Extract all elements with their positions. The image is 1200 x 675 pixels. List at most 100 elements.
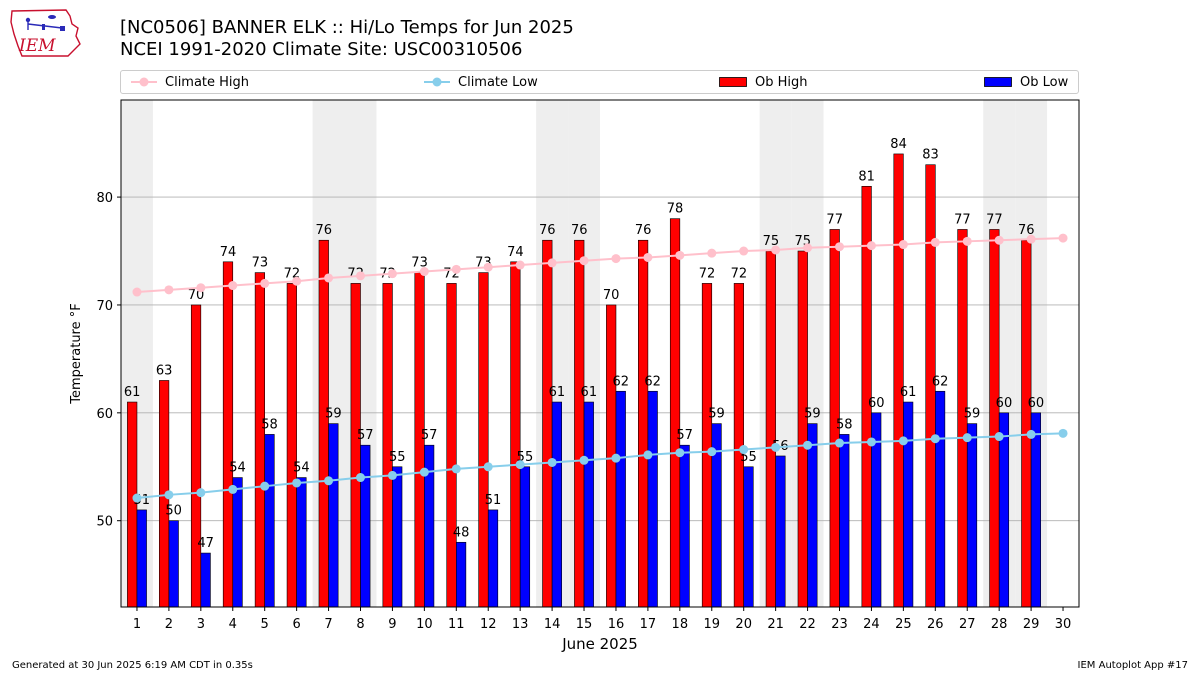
bar-ob-low: [551, 401, 562, 608]
label-ob-low: 57: [676, 428, 693, 443]
x-tick-label: 30: [1055, 617, 1072, 632]
climate-low-point: [771, 442, 781, 452]
climate-low-point: [451, 464, 461, 474]
label-ob-low: 62: [612, 374, 629, 389]
climate-low-line: [136, 432, 1064, 500]
label-ob-high: 63: [156, 363, 173, 378]
climate-high-point: [803, 243, 813, 253]
climate-high-point: [835, 242, 844, 252]
label-ob-high: 77: [826, 212, 843, 227]
bar-ob-low: [647, 390, 658, 608]
bar-ob-high: [989, 229, 1000, 608]
plot-frame: [120, 99, 1080, 608]
bar-ob-low: [743, 466, 754, 608]
label-ob-high: 73: [411, 256, 428, 271]
label-ob-low: 48: [453, 525, 470, 540]
climate-low-point: [292, 478, 302, 488]
climate-low-point: [579, 455, 589, 465]
bar-ob-low: [232, 477, 243, 608]
bar-ob-high: [638, 239, 649, 608]
climate-high-point: [451, 264, 461, 274]
label-ob-low: 47: [197, 536, 214, 551]
x-tick-label: 7: [324, 617, 332, 632]
label-ob-high: 61: [124, 385, 141, 400]
climate-high-point: [866, 241, 876, 251]
y-tick-label: 80: [96, 191, 113, 206]
bar-ob-low: [934, 390, 946, 608]
chart-subtitle: NCEI 1991-2020 Climate Site: USC00310506: [120, 39, 523, 60]
x-tick-label: 2: [165, 617, 173, 632]
chart-legend: Climate High Climate Low Ob High Ob Low: [120, 70, 1079, 94]
x-tick-label: 24: [863, 617, 880, 632]
x-tick-label: 16: [608, 617, 625, 632]
climate-low-point: [483, 462, 493, 472]
legend-marker-climate-high: [131, 77, 157, 87]
label-ob-low: 59: [325, 407, 342, 422]
label-ob-low: 58: [261, 417, 278, 432]
legend-marker-ob-high: [719, 77, 747, 87]
label-ob-high: 76: [1018, 223, 1035, 238]
bar-ob-high: [574, 239, 585, 608]
legend-marker-ob-low: [984, 77, 1012, 87]
climate-low-point: [228, 484, 238, 494]
climate-high-point: [643, 252, 653, 262]
y-tick-label: 60: [96, 407, 113, 422]
climate-high-point: [132, 287, 142, 297]
label-ob-high: 72: [731, 266, 748, 281]
x-tick-label: 18: [672, 617, 689, 632]
x-tick-label: 14: [544, 617, 561, 632]
generated-timestamp: Generated at 30 Jun 2025 6:19 AM CDT in …: [12, 660, 253, 671]
label-ob-high: 84: [890, 137, 907, 152]
label-ob-high: 73: [252, 256, 269, 271]
climate-low-point: [260, 481, 270, 491]
label-ob-high: 76: [539, 223, 556, 238]
legend-label-ob-low: Ob Low: [1020, 74, 1069, 90]
climate-high-point: [483, 262, 493, 272]
bar-ob-high: [254, 272, 265, 608]
label-ob-high: 83: [922, 148, 939, 163]
bar-ob-low: [168, 520, 179, 608]
bar-ob-low: [455, 541, 467, 608]
bar-ob-high: [286, 283, 297, 608]
bar-ob-high: [733, 283, 744, 608]
bar-ob-low: [136, 509, 147, 608]
label-ob-low: 59: [964, 407, 981, 422]
x-tick-label: 29: [1023, 617, 1040, 632]
svg-text:IEM: IEM: [18, 36, 56, 56]
label-ob-low: 61: [581, 385, 598, 400]
bar-ob-high: [1021, 239, 1032, 608]
bar-ob-low: [966, 423, 978, 608]
x-tick-label: 23: [831, 617, 848, 632]
bar-ob-high: [478, 272, 489, 608]
climate-low-point: [419, 467, 429, 477]
climate-high-point: [898, 240, 908, 250]
x-tick-label: 25: [895, 617, 912, 632]
bar-ob-high: [765, 250, 776, 608]
label-ob-low: 59: [804, 407, 821, 422]
label-ob-high: 81: [858, 169, 875, 184]
climate-high-point: [611, 254, 621, 264]
label-ob-high: 78: [667, 202, 684, 217]
climate-low-point: [1058, 428, 1068, 438]
bar-ob-high: [797, 250, 808, 608]
bar-ob-low: [1030, 412, 1041, 608]
bar-ob-low: [903, 401, 914, 608]
label-ob-low: 54: [293, 461, 310, 476]
climate-low-point: [707, 447, 717, 457]
x-tick-label: 10: [416, 617, 433, 632]
bar-ob-high: [446, 283, 457, 608]
x-tick-label: 20: [735, 617, 752, 632]
x-tick-label: 26: [927, 617, 944, 632]
climate-high-point: [771, 245, 781, 255]
label-ob-high: 76: [316, 223, 333, 238]
bar-ob-low: [487, 509, 499, 608]
climate-high-point: [419, 267, 429, 277]
label-ob-high: 76: [635, 223, 652, 238]
label-ob-low: 60: [868, 396, 885, 411]
climate-low-point: [196, 488, 206, 498]
x-axis-label: June 2025: [561, 635, 638, 653]
climate-low-point: [994, 432, 1004, 442]
bar-ob-low: [679, 444, 690, 608]
label-ob-low: 62: [644, 374, 661, 389]
